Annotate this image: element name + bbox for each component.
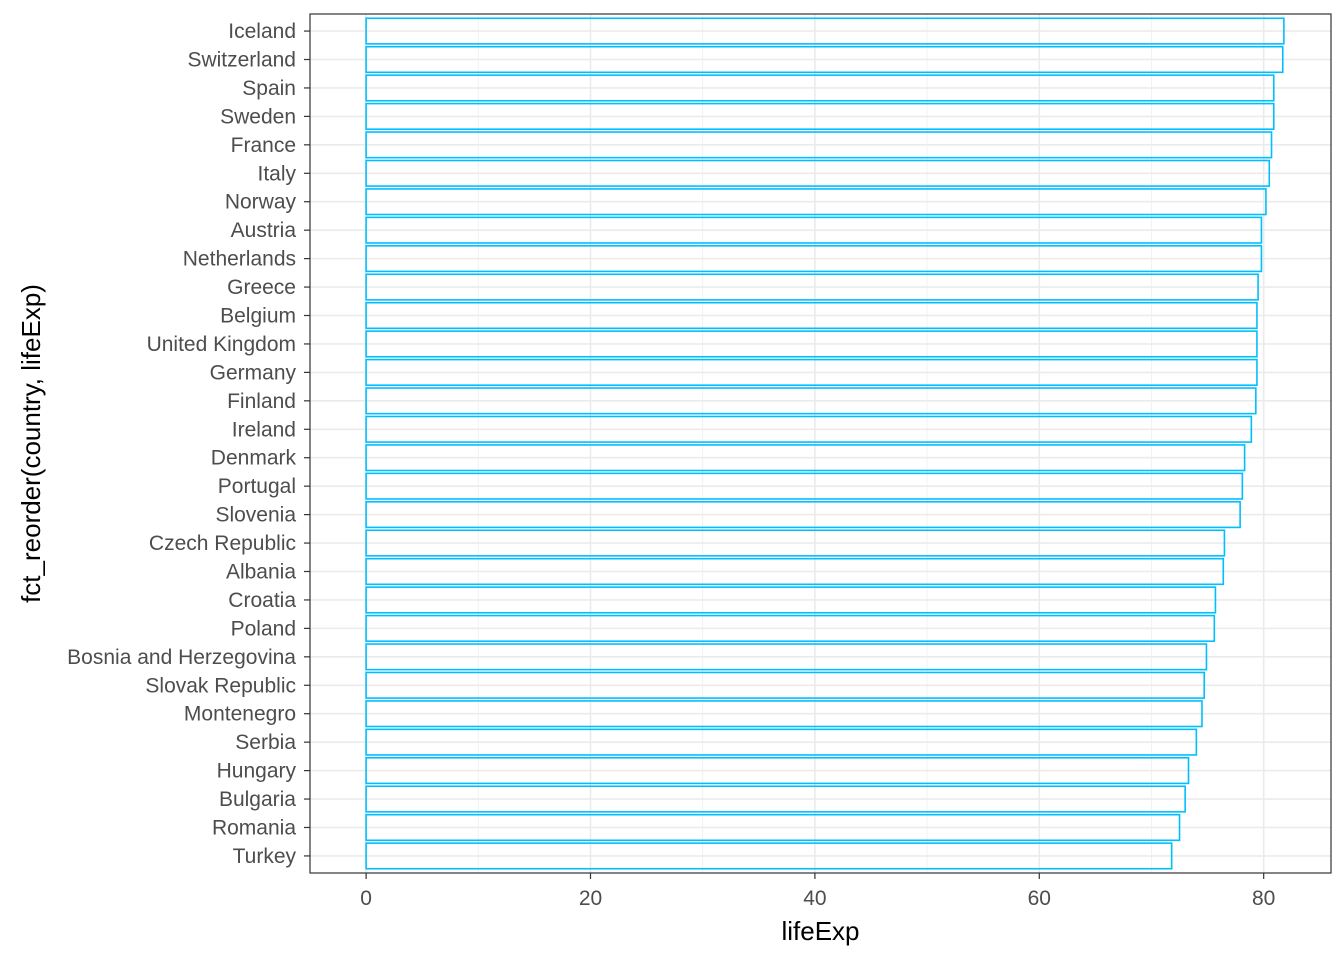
bar xyxy=(365,131,1273,159)
grid-layer xyxy=(310,14,1331,873)
bar xyxy=(365,614,1216,642)
bar xyxy=(365,216,1263,244)
bar xyxy=(365,700,1203,728)
y-tick-label: Ireland xyxy=(232,418,296,441)
y-tick-label: Austria xyxy=(231,219,297,242)
bar xyxy=(365,245,1263,273)
bar xyxy=(365,643,1208,671)
y-tick-label: Spain xyxy=(242,77,296,100)
bar xyxy=(365,842,1173,870)
panel-border xyxy=(309,13,1332,874)
bar xyxy=(365,785,1186,813)
y-tick-label: Switzerland xyxy=(187,49,296,72)
y-tick-label: Czech Republic xyxy=(149,532,296,555)
y-tick-label: Greece xyxy=(227,276,296,299)
y-axis-title: fct_reorder(country, lifeExp) xyxy=(16,284,46,603)
y-tick-label: Romania xyxy=(212,816,296,839)
bar xyxy=(365,102,1275,130)
y-tick-label: Norway xyxy=(225,191,297,214)
bar xyxy=(365,415,1253,443)
y-tick-label: Belgium xyxy=(220,305,296,328)
y-tick-label: Bosnia and Herzegovina xyxy=(67,646,296,669)
axis-layer: Iceland Switzerland Spain Sweden France Italy… xyxy=(67,20,1275,910)
y-tick-label: Sweden xyxy=(220,105,296,128)
bar xyxy=(365,728,1198,756)
x-tick-label: 80 xyxy=(1252,887,1275,910)
y-tick-label: Montenegro xyxy=(184,703,296,726)
y-tick-label: Bulgaria xyxy=(219,788,296,811)
y-tick-label: Iceland xyxy=(228,20,296,43)
y-tick-label: Hungary xyxy=(217,760,297,783)
bar xyxy=(365,671,1206,699)
bar xyxy=(365,757,1190,785)
bar xyxy=(365,159,1271,187)
x-tick-label: 20 xyxy=(579,887,602,910)
y-tick-label: Germany xyxy=(210,361,297,384)
y-tick-label: Portugal xyxy=(218,475,296,498)
y-tick-label: Croatia xyxy=(228,589,296,612)
y-tick-label: Slovenia xyxy=(215,504,296,527)
bar xyxy=(365,557,1225,586)
y-tick-label: Serbia xyxy=(235,731,296,754)
bar xyxy=(365,45,1284,74)
bar xyxy=(365,17,1285,45)
bar xyxy=(365,301,1258,330)
bar xyxy=(365,444,1246,472)
y-tick-label: United Kingdom xyxy=(147,333,296,356)
x-axis-title: lifeExp xyxy=(781,916,859,946)
bar xyxy=(365,387,1257,415)
bar xyxy=(365,74,1275,102)
bar xyxy=(365,586,1217,614)
y-tick-label: Netherlands xyxy=(183,248,296,271)
bar xyxy=(365,529,1226,557)
bar xyxy=(365,358,1258,386)
bar xyxy=(365,501,1241,529)
x-tick-label: 60 xyxy=(1028,887,1051,910)
x-tick-label: 0 xyxy=(360,887,372,910)
y-tick-label: Italy xyxy=(257,162,296,185)
x-tick-label: 40 xyxy=(803,887,826,910)
y-tick-label: Turkey xyxy=(233,845,297,868)
y-tick-label: Denmark xyxy=(211,447,297,470)
bar xyxy=(365,273,1259,301)
bar xyxy=(365,472,1244,500)
y-tick-label: Slovak Republic xyxy=(145,674,296,697)
bar xyxy=(365,330,1258,358)
bar xyxy=(365,813,1181,842)
y-tick-label: Finland xyxy=(227,390,296,413)
y-tick-label: Albania xyxy=(226,560,296,583)
y-tick-label: France xyxy=(231,134,296,157)
y-tick-label: Poland xyxy=(231,617,296,640)
bars-layer xyxy=(365,17,1285,870)
bar xyxy=(365,188,1267,216)
